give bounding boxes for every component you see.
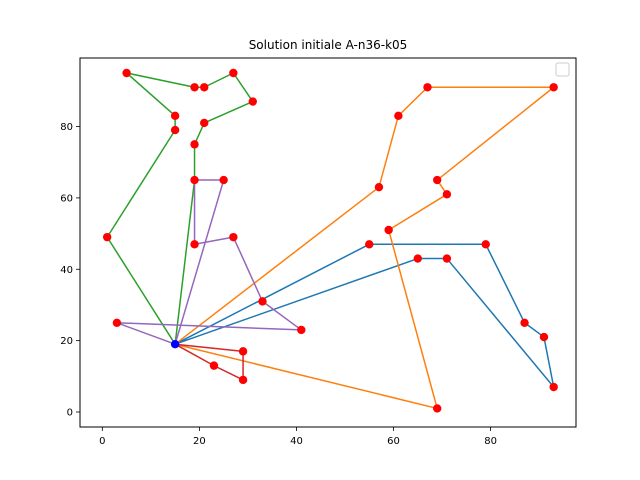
customer-point	[200, 83, 209, 92]
route-line-4	[174, 343, 244, 381]
customer-point	[190, 83, 199, 92]
customer-point	[170, 125, 180, 135]
customer-point	[170, 111, 180, 121]
x-tick-label: 80	[484, 436, 497, 447]
customer-point	[432, 175, 442, 185]
customer-point	[442, 190, 452, 199]
x-tick-label: 60	[387, 436, 400, 447]
depot-point	[170, 340, 180, 349]
customer-point	[229, 68, 238, 78]
customer-point	[238, 375, 248, 385]
customer-point	[190, 175, 199, 185]
customer-point	[122, 68, 131, 78]
y-tick-label: 60	[60, 193, 73, 204]
route-line-5	[116, 179, 303, 345]
customer-point	[190, 140, 199, 149]
chart-title: Solution initiale A-n36-k05	[249, 38, 408, 52]
customer-point	[248, 97, 257, 106]
customer-point	[238, 347, 248, 356]
customer-point	[112, 318, 122, 327]
route-line-3	[106, 72, 254, 345]
y-tick-label: 20	[60, 336, 73, 347]
customer-point	[365, 240, 374, 249]
plot-frame	[79, 57, 577, 428]
points-layer	[102, 68, 558, 413]
y-tick-label: 80	[60, 122, 73, 133]
x-axis: 0 20 40 60 80	[99, 427, 497, 447]
customer-point	[374, 182, 384, 192]
customer-point	[297, 325, 306, 335]
y-tick-label: 0	[67, 408, 73, 419]
customer-point	[549, 83, 558, 92]
customer-point	[190, 240, 199, 249]
route-line-2	[174, 86, 555, 410]
legend-box	[555, 62, 570, 77]
customer-point	[229, 232, 238, 242]
x-tick-label: 20	[193, 436, 206, 447]
customer-point	[219, 175, 228, 185]
customer-point	[413, 254, 422, 263]
route-line-1	[174, 243, 555, 388]
customer-point	[200, 118, 209, 128]
customer-point	[520, 318, 529, 327]
customer-point	[432, 404, 442, 413]
x-tick-label: 40	[290, 436, 303, 447]
x-tick-label: 0	[99, 436, 105, 447]
y-axis: 0 20 40 60 80	[60, 122, 80, 419]
y-tick-label: 40	[60, 265, 73, 276]
customer-point	[481, 240, 490, 249]
customer-point	[442, 254, 452, 263]
customer-point	[394, 111, 403, 121]
customer-point	[102, 232, 112, 242]
customer-point	[258, 297, 267, 306]
customer-point	[549, 382, 558, 392]
customer-point	[384, 225, 393, 235]
customer-point	[539, 332, 549, 342]
customer-point	[423, 83, 432, 92]
customer-point	[209, 361, 219, 370]
